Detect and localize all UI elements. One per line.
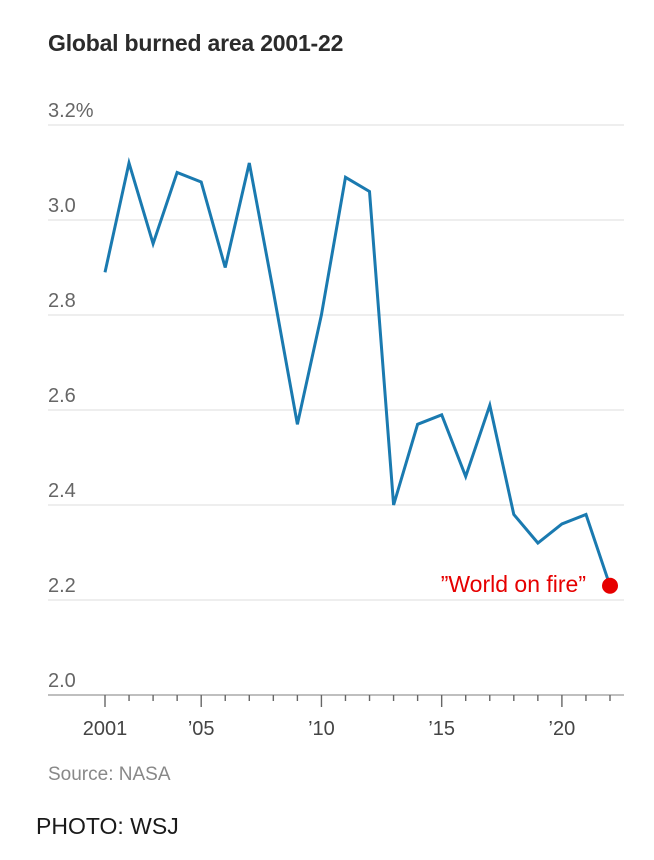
y-tick-label: 2.8	[48, 290, 76, 312]
annotation: ”World on fire”	[441, 571, 618, 597]
y-tick-label: 2.0	[48, 670, 76, 692]
highlight-point	[602, 577, 618, 594]
x-tick-label: 2001	[83, 718, 128, 740]
grid-lines	[48, 124, 624, 601]
x-axis: 2001 ’05 ’10 ’15 ’20	[48, 694, 624, 740]
annotation-label: ”World on fire”	[441, 571, 586, 597]
series-line	[103, 157, 612, 587]
y-axis-tick-labels: 2.0 2.2 2.4 2.6 2.8 3.0 3.2%	[48, 100, 94, 692]
y-tick-label: 2.6	[48, 385, 76, 407]
x-tick-label: ’20	[549, 718, 576, 740]
x-tick-label: ’15	[428, 718, 455, 740]
photo-credit: PHOTO: WSJ	[36, 813, 179, 839]
burned-area-line	[103, 157, 612, 587]
source-note: Source: NASA	[48, 764, 171, 785]
y-tick-label: 3.0	[48, 195, 76, 217]
y-tick-label: 2.2	[48, 575, 76, 597]
y-tick-label: 3.2%	[48, 100, 94, 122]
chart-title: Global burned area 2001-22	[48, 30, 344, 56]
x-tick-label: ’10	[308, 718, 335, 740]
y-tick-label: 2.4	[48, 480, 76, 502]
x-tick-label: ’05	[188, 718, 215, 740]
